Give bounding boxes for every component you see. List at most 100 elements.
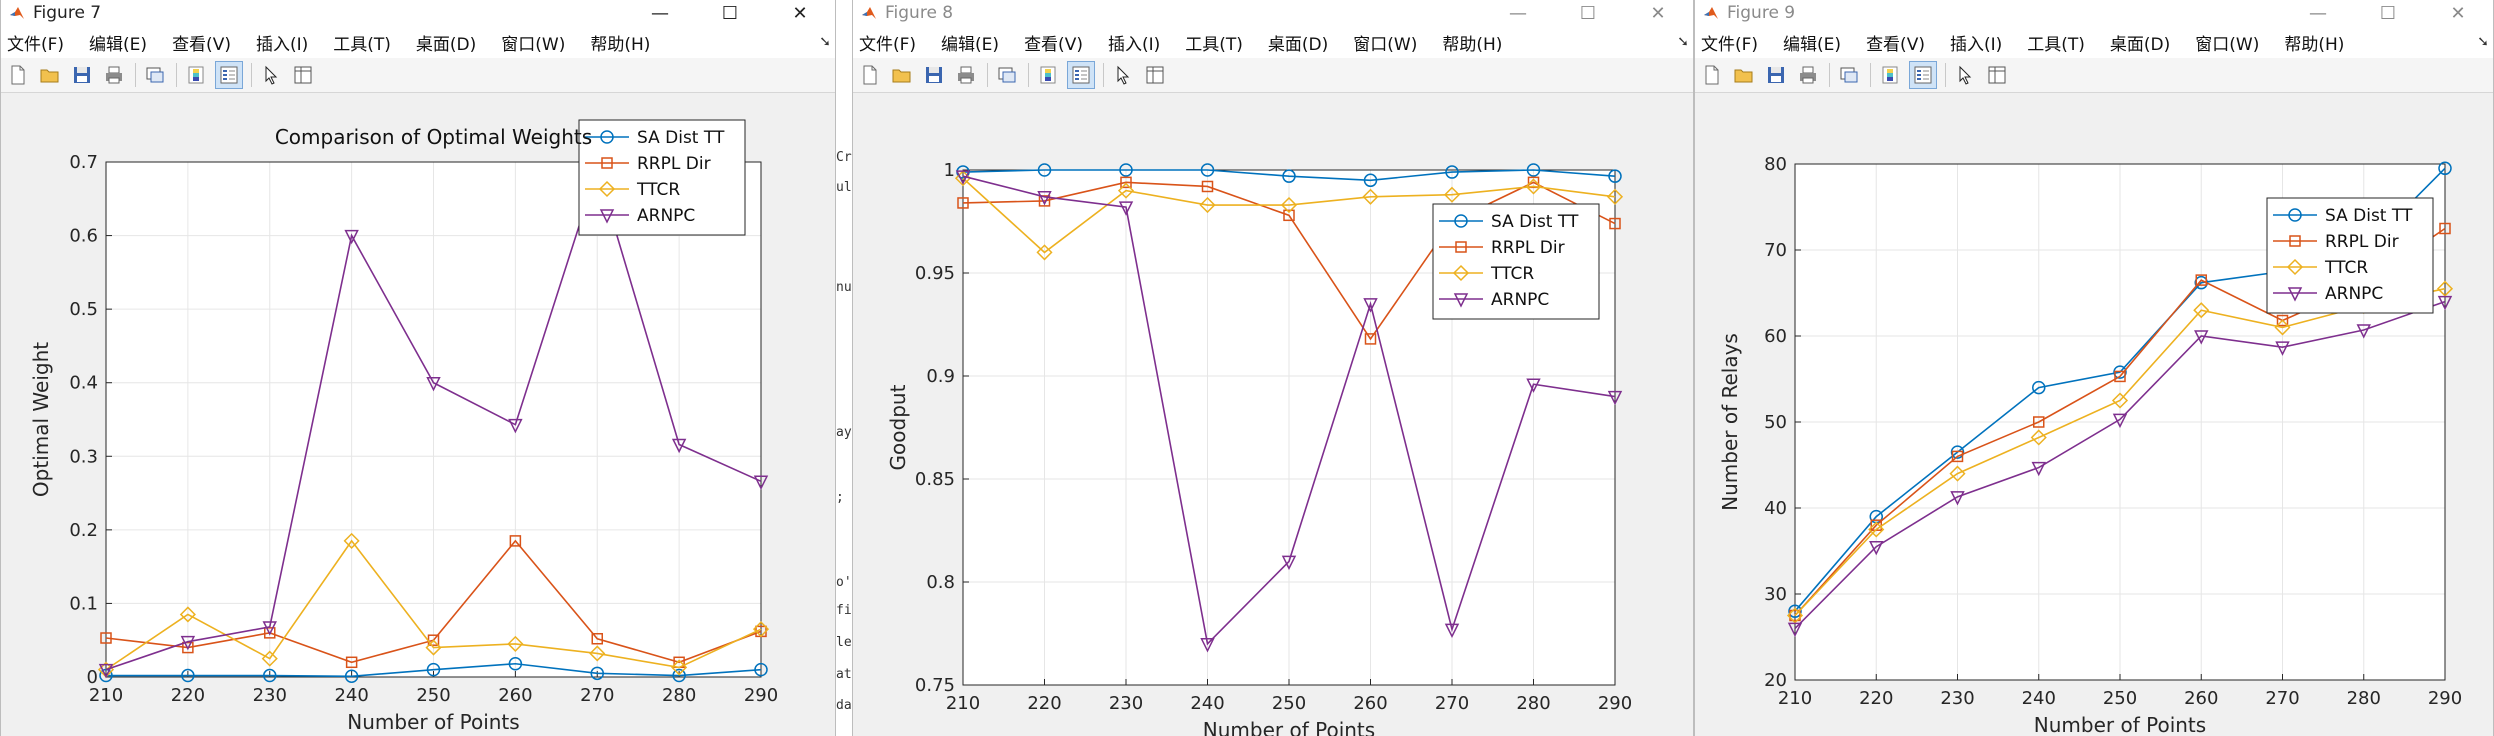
menu-edit[interactable]: 编辑(E) [89,34,148,55]
legend-entry: SA Dist TT [2325,206,2413,226]
print-icon[interactable] [1795,62,1821,88]
print-icon[interactable] [953,62,979,88]
maximize-button[interactable]: ☐ [2379,2,2397,24]
menu-desktop[interactable]: 桌面(D) [1267,34,1329,55]
menu-help[interactable]: 帮助(H) [590,34,651,55]
print-icon[interactable] [101,62,127,88]
menu-desktop[interactable]: 桌面(D) [2109,34,2171,55]
x-tick-label: 280 [662,685,696,706]
data-point [957,197,969,209]
plot-area[interactable]: 210 220 230 240 250 260 270 280 290 0 0.1 0.2 0.3 0.4… [1,92,835,736]
open-folder-icon[interactable] [37,62,63,88]
title-bar[interactable]: Figure 9 — ☐ ✕ [1695,0,2493,26]
property-editor-icon[interactable] [290,62,316,88]
data-point [344,669,359,684]
menu-window[interactable]: 窗口(W) [1353,34,1418,55]
property-editor-icon[interactable] [1984,62,2010,88]
new-file-icon[interactable] [857,62,883,88]
menu-view[interactable]: 查看(V) [1024,34,1083,55]
link-plot-icon[interactable] [1836,62,1862,88]
close-button[interactable]: ✕ [792,2,808,24]
legend-icon[interactable] [1909,61,1937,89]
new-file-icon[interactable] [1699,62,1725,88]
menu-view[interactable]: 查看(V) [1866,34,1925,55]
close-button[interactable]: ✕ [1650,2,1666,24]
menu-desktop[interactable]: 桌面(D) [415,34,477,55]
menu-overflow-icon[interactable]: ➘ [2477,34,2489,50]
y-tick-label: 0.85 [915,469,955,490]
menu-insert[interactable]: 插入(I) [255,34,309,55]
series-line [962,177,1616,254]
pointer-icon[interactable] [258,62,284,88]
legend[interactable]: SA Dist TT RRPL Dir TTCR ARNPC [578,119,746,236]
data-point [509,535,522,547]
plot-area[interactable]: 210 220 230 240 250 260 270 280 290 20 30 40 50 60 70 8… [1695,92,2493,736]
save-icon[interactable] [69,62,95,88]
colorbar-icon[interactable] [183,62,209,88]
data-point [1280,196,1298,214]
open-folder-icon[interactable] [889,62,915,88]
legend[interactable]: SA Dist TT RRPL Dir TTCR ARNPC [2266,197,2434,314]
data-point [344,229,359,245]
colorbar-icon[interactable] [1035,62,1061,88]
menu-tools[interactable]: 工具(T) [1185,34,1243,55]
legend-icon[interactable] [215,61,243,89]
legend-icon[interactable] [1067,61,1095,89]
menu-window[interactable]: 窗口(W) [2195,34,2260,55]
code-fragment: ult [836,180,856,195]
data-point [1950,445,1965,459]
plot-area[interactable]: 210 220 230 240 250 260 270 280 290 0.75 0.8 0.85 0.… [853,92,1693,736]
menu-help[interactable]: 帮助(H) [2284,34,2345,55]
menu-window[interactable]: 窗口(W) [501,34,566,55]
menu-tools[interactable]: 工具(T) [2027,34,2085,55]
menu-file[interactable]: 文件(F) [7,34,65,55]
matlab-logo-icon [862,7,876,19]
data-point [754,662,768,677]
link-plot-icon[interactable] [994,62,1020,88]
x-tick-label: 210 [1778,688,1812,709]
figure-toolbar [853,58,1693,93]
toolbar-separator [251,63,252,87]
open-folder-icon[interactable] [1731,62,1757,88]
property-editor-icon[interactable] [1142,62,1168,88]
x-tick-label: 260 [1353,693,1387,714]
menu-insert[interactable]: 插入(I) [1949,34,2003,55]
series-line [962,181,1616,341]
menu-help[interactable]: 帮助(H) [1442,34,1503,55]
data-point [2195,274,2207,286]
title-bar[interactable]: Figure 8 — ☐ ✕ [853,0,1693,26]
title-bar[interactable]: Figure 7 — ☐ ✕ [1,0,835,26]
colorbar-icon[interactable] [1877,62,1903,88]
pointer-icon[interactable] [1110,62,1136,88]
data-point [1609,217,1621,230]
menu-view[interactable]: 查看(V) [172,34,231,55]
menu-insert[interactable]: 插入(I) [1107,34,1161,55]
menu-overflow-icon[interactable]: ➘ [1677,34,1689,50]
maximize-button[interactable]: ☐ [721,2,739,24]
menu-edit[interactable]: 编辑(E) [941,34,1000,55]
maximize-button[interactable]: ☐ [1579,2,1597,24]
menu-file[interactable]: 文件(F) [1701,34,1759,55]
data-point [752,621,770,638]
legend[interactable]: SA Dist TT RRPL Dir TTCR ARNPC [1432,203,1600,320]
minimize-button[interactable]: — [2309,2,2327,24]
save-icon[interactable] [921,62,947,88]
save-icon[interactable] [1763,62,1789,88]
new-file-icon[interactable] [5,62,31,88]
x-tick-label: 270 [580,685,614,706]
close-button[interactable]: ✕ [2450,2,2466,24]
toolbar-separator [1829,63,1830,87]
series-ttcr [97,532,770,678]
data-point [1444,623,1460,639]
data-point [2033,416,2045,428]
menu-overflow-icon[interactable]: ➘ [819,34,831,50]
link-plot-icon[interactable] [142,62,168,88]
legend-entry: ARNPC [2325,284,2383,304]
minimize-button[interactable]: — [651,2,669,24]
menu-tools[interactable]: 工具(T) [333,34,391,55]
menu-file[interactable]: 文件(F) [859,34,917,55]
series-line [105,166,762,671]
minimize-button[interactable]: — [1509,2,1527,24]
pointer-icon[interactable] [1952,62,1978,88]
menu-edit[interactable]: 编辑(E) [1783,34,1842,55]
